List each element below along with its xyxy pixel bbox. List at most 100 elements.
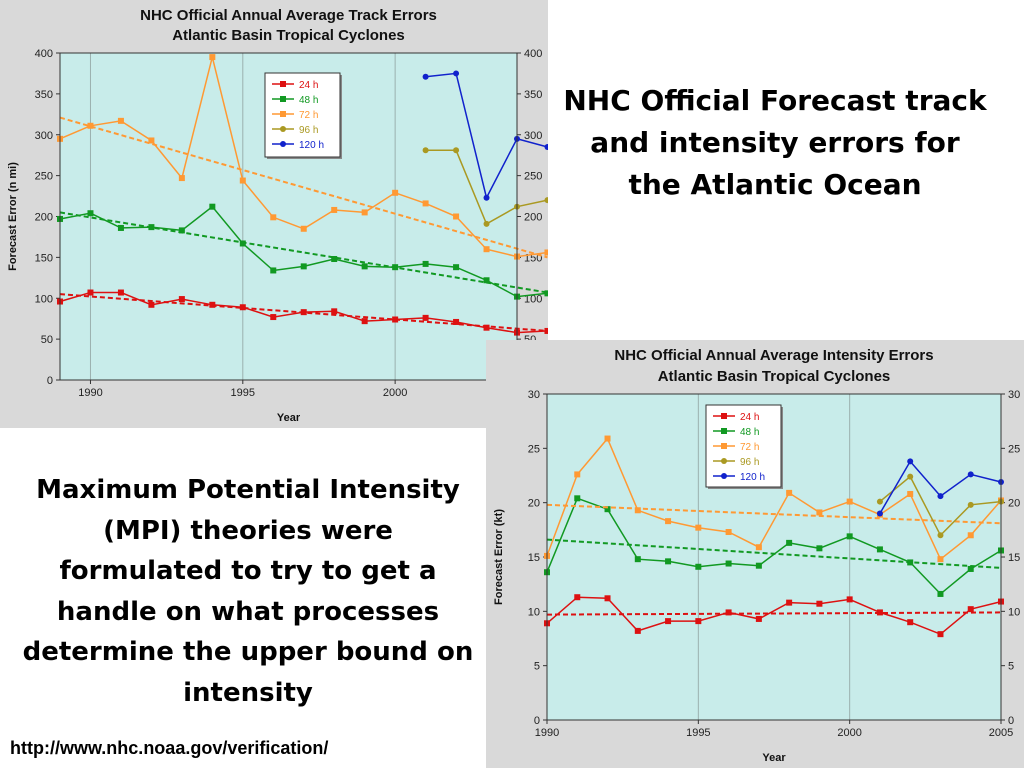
data-point — [665, 558, 672, 565]
y-axis-label: Forecast Error (n mi) — [7, 162, 19, 271]
data-point — [270, 314, 277, 321]
data-point — [422, 260, 429, 267]
data-point — [331, 308, 338, 315]
data-point — [300, 309, 307, 316]
data-point — [117, 289, 124, 296]
data-point — [786, 539, 793, 546]
data-point — [574, 471, 581, 478]
data-point — [483, 324, 490, 331]
legend: 24 h 48 h 72 h 96 h 120 h — [264, 72, 342, 159]
y-tick-label-right: 0 — [1008, 715, 1014, 727]
data-point — [574, 495, 581, 502]
y-tick-label-left: 250 — [35, 171, 53, 183]
y-tick-label-left: 300 — [35, 130, 53, 142]
legend-swatch-marker — [280, 141, 286, 147]
data-point — [392, 189, 399, 196]
data-point — [937, 590, 944, 597]
data-point — [786, 489, 793, 496]
data-point — [361, 318, 368, 325]
slide-title: NHC Official Forecast track and intensit… — [563, 84, 987, 201]
y-tick-label-left: 25 — [528, 443, 540, 455]
data-point — [907, 458, 914, 465]
data-point — [816, 600, 823, 607]
source-link[interactable]: http://www.nhc.noaa.gov/verification/ — [10, 738, 329, 758]
y-tick-label-right: 350 — [524, 89, 542, 101]
legend-box — [264, 72, 341, 158]
data-point — [148, 224, 155, 231]
data-point — [755, 615, 762, 622]
data-point — [967, 532, 974, 539]
data-point — [634, 556, 641, 563]
data-point — [483, 277, 490, 284]
data-point — [665, 518, 672, 525]
legend-box — [705, 404, 782, 488]
data-point — [270, 214, 277, 221]
data-point — [87, 122, 94, 129]
data-point — [392, 264, 399, 271]
y-tick-label-right: 250 — [524, 171, 542, 183]
data-point — [483, 220, 490, 227]
data-point — [816, 509, 823, 516]
data-point — [483, 194, 490, 201]
data-point — [574, 594, 581, 601]
legend-label: 24 h — [299, 80, 318, 91]
chart-title: NHC Official Annual Average Track Errors — [140, 7, 437, 24]
x-tick-label: 2000 — [383, 387, 407, 399]
data-point — [453, 318, 460, 325]
data-point — [361, 263, 368, 270]
data-point — [967, 471, 974, 478]
data-point — [846, 498, 853, 505]
data-point — [876, 510, 883, 517]
legend-label: 24 h — [740, 412, 759, 423]
legend-label: 120 h — [740, 472, 765, 483]
data-point — [725, 529, 732, 536]
legend-label: 48 h — [299, 95, 318, 106]
y-tick-label-left: 5 — [534, 661, 540, 673]
slide-body-text: Maximum Potential Intensity (MPI) theori… — [22, 475, 474, 708]
legend-label: 72 h — [740, 442, 759, 453]
data-point — [907, 473, 914, 480]
data-point — [544, 290, 548, 297]
x-tick-label: 1990 — [535, 727, 559, 739]
data-point — [453, 70, 460, 77]
x-axis-label: Year — [762, 752, 786, 764]
x-tick-label: 1995 — [686, 727, 710, 739]
data-point — [876, 546, 883, 553]
intensity-errors-chart: NHC Official Annual Average Intensity Er… — [486, 340, 1024, 768]
series-line — [546, 437, 1002, 561]
y-tick-label-left: 0 — [47, 375, 53, 387]
data-point — [634, 507, 641, 514]
legend-swatch-marker — [721, 458, 727, 464]
data-point — [453, 147, 460, 154]
y-tick-label-right: 30 — [1008, 389, 1020, 401]
y-tick-label-left: 30 — [528, 389, 540, 401]
legend-swatch-marker — [721, 473, 727, 479]
data-point — [846, 596, 853, 603]
data-point — [604, 506, 611, 513]
data-point — [695, 618, 702, 625]
data-point — [87, 210, 94, 217]
data-point — [755, 562, 762, 569]
data-point — [178, 175, 185, 182]
track-errors-chart: NHC Official Annual Average Track Errors… — [0, 0, 548, 428]
y-tick-label-left: 150 — [35, 252, 53, 264]
data-point — [239, 240, 246, 247]
legend-swatch-marker — [721, 428, 727, 434]
data-point — [178, 227, 185, 234]
data-point — [453, 213, 460, 220]
data-point — [300, 263, 307, 270]
data-point — [544, 249, 548, 256]
legend-label: 96 h — [740, 457, 759, 468]
data-point — [967, 501, 974, 508]
data-point — [483, 246, 490, 253]
series-line — [546, 596, 1002, 636]
y-axis-label: Forecast Error (kt) — [493, 509, 505, 605]
x-tick-label: 2005 — [989, 727, 1013, 739]
legend-swatch-marker — [280, 126, 286, 132]
data-point — [725, 609, 732, 616]
data-point — [331, 206, 338, 213]
data-point — [209, 301, 216, 308]
data-point — [604, 435, 611, 442]
data-point — [87, 289, 94, 296]
legend-swatch-marker — [280, 96, 286, 102]
